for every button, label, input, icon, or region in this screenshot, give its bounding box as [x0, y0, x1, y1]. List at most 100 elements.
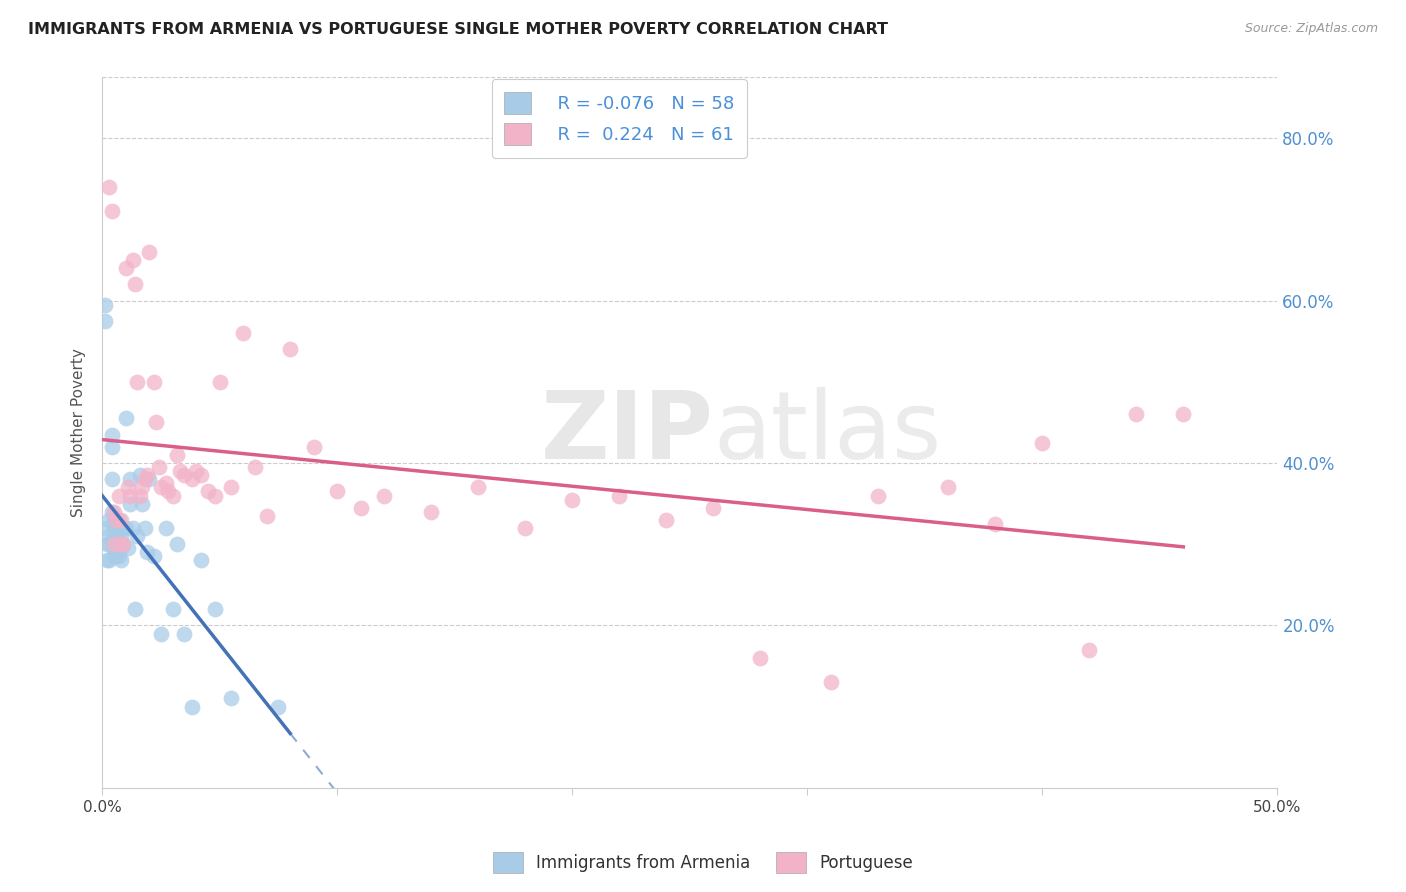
Point [561, 492, 583, 507]
Point [208, 375, 231, 389]
Point [103, 537, 125, 551]
Point [267, 699, 290, 714]
Point [157, 484, 180, 499]
Point [515, 521, 537, 535]
Point [232, 326, 254, 340]
Point [243, 460, 266, 475]
Point [103, 549, 125, 564]
Point [186, 464, 208, 478]
Point [112, 537, 135, 551]
Point [128, 489, 150, 503]
Point [114, 261, 136, 276]
Point [100, 440, 122, 454]
Point [326, 484, 349, 499]
Point [98, 529, 121, 543]
Point [105, 533, 128, 548]
Point [131, 480, 153, 494]
Point [107, 549, 129, 564]
Point [155, 521, 177, 535]
Legend:   R = -0.076   N = 58,   R =  0.224   N = 61: R = -0.076 N = 58, R = 0.224 N = 61 [492, 79, 747, 158]
Point [221, 480, 243, 494]
Point [135, 468, 157, 483]
Point [103, 513, 125, 527]
Point [107, 513, 129, 527]
Point [110, 541, 132, 556]
Point [114, 521, 136, 535]
Text: Source: ZipAtlas.com: Source: ZipAtlas.com [1244, 22, 1378, 36]
Point [112, 537, 135, 551]
Text: IMMIGRANTS FROM ARMENIA VS PORTUGUESE SINGLE MOTHER POVERTY CORRELATION CHART: IMMIGRANTS FROM ARMENIA VS PORTUGUESE SI… [28, 22, 889, 37]
Point [820, 675, 842, 690]
Point [145, 416, 167, 430]
Legend: Immigrants from Armenia, Portuguese: Immigrants from Armenia, Portuguese [486, 846, 920, 880]
Point [105, 541, 128, 556]
Point [107, 524, 129, 539]
Point [117, 480, 139, 494]
Point [98, 537, 121, 551]
Point [155, 476, 177, 491]
Point [120, 497, 142, 511]
Point [142, 549, 165, 564]
Point [110, 529, 132, 543]
Point [1078, 642, 1101, 657]
Point [120, 489, 142, 503]
Point [105, 549, 128, 564]
Point [1125, 407, 1147, 421]
Point [98, 513, 121, 527]
Point [103, 505, 125, 519]
Point [110, 537, 132, 551]
Point [142, 375, 165, 389]
Point [100, 472, 122, 486]
Point [107, 489, 129, 503]
Point [149, 626, 172, 640]
Point [173, 468, 195, 483]
Point [105, 513, 128, 527]
Point [124, 277, 146, 292]
Point [93, 298, 115, 312]
Point [1031, 435, 1053, 450]
Point [131, 497, 153, 511]
Point [204, 489, 226, 503]
Point [134, 521, 156, 535]
Point [197, 484, 219, 499]
Point [121, 253, 143, 268]
Point [749, 651, 772, 665]
Point [162, 602, 184, 616]
Point [256, 508, 278, 523]
Point [103, 529, 125, 543]
Point [420, 505, 443, 519]
Point [135, 545, 157, 559]
Point [110, 553, 132, 567]
Point [204, 602, 226, 616]
Point [278, 343, 301, 357]
Point [166, 448, 188, 462]
Point [98, 553, 121, 567]
Point [110, 521, 132, 535]
Point [100, 204, 122, 219]
Point [103, 521, 125, 535]
Point [117, 541, 139, 556]
Text: atlas: atlas [713, 386, 942, 479]
Point [112, 521, 135, 535]
Point [190, 468, 212, 483]
Point [121, 521, 143, 535]
Point [190, 553, 212, 567]
Point [103, 541, 125, 556]
Point [467, 480, 489, 494]
Point [169, 464, 191, 478]
Point [114, 411, 136, 425]
Point [105, 524, 128, 539]
Point [120, 472, 142, 486]
Point [162, 489, 184, 503]
Point [138, 472, 160, 486]
Point [103, 537, 125, 551]
Point [107, 537, 129, 551]
Point [936, 480, 959, 494]
Y-axis label: Single Mother Poverty: Single Mother Poverty [72, 348, 86, 517]
Point [138, 244, 160, 259]
Point [96, 553, 118, 567]
Point [124, 602, 146, 616]
Point [166, 537, 188, 551]
Point [128, 468, 150, 483]
Point [105, 513, 128, 527]
